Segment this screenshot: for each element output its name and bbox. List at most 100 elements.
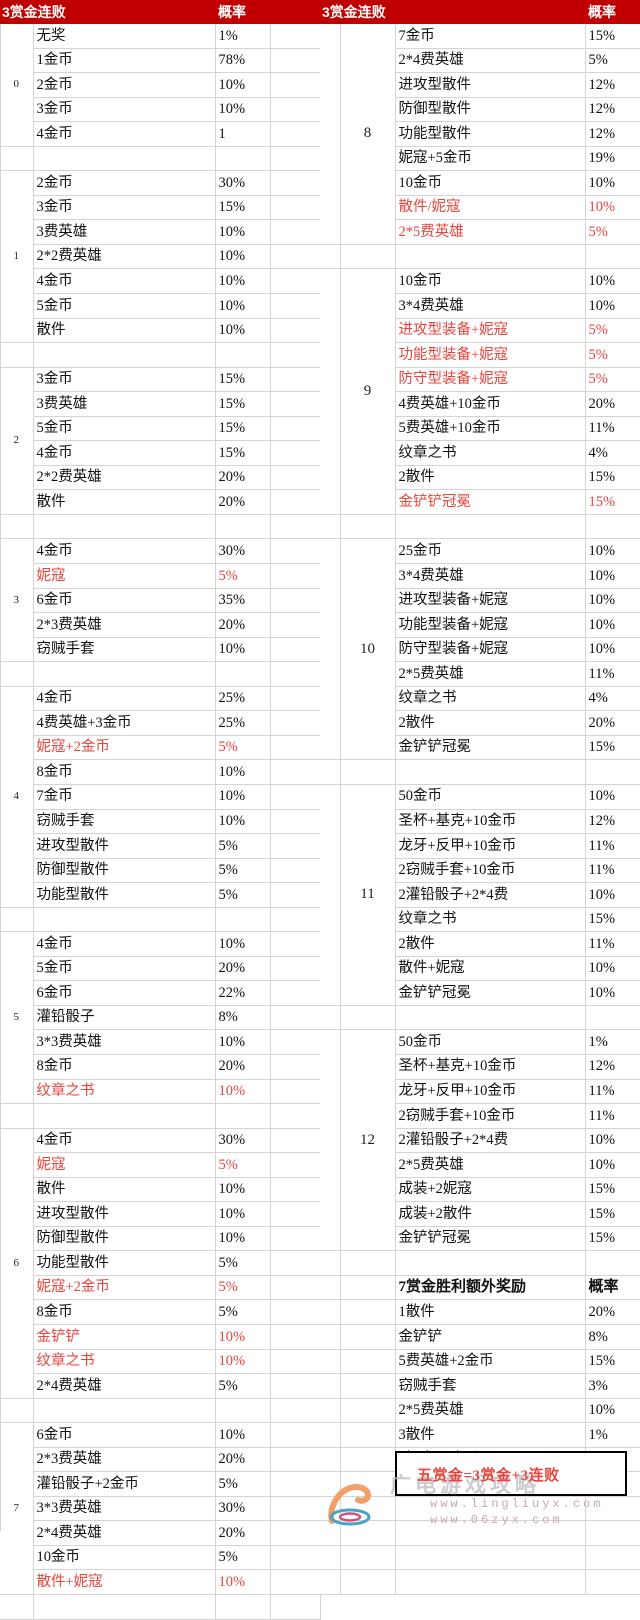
streak-index-8: 8 xyxy=(340,24,396,245)
reward-cell: 8金币 xyxy=(33,1299,216,1325)
row-right-gutter xyxy=(270,735,321,761)
row-left-gutter xyxy=(320,268,341,515)
probability-cell: 11% xyxy=(585,416,640,442)
spacer-cell xyxy=(270,514,321,540)
row-left-gutter2 xyxy=(340,1349,396,1375)
reward-cell: 散件 xyxy=(33,489,216,515)
reward-cell: 金铲铲冠冕 xyxy=(395,980,586,1006)
table-row: 0 无奖 1% xyxy=(0,24,321,147)
row-left-gutter xyxy=(320,24,341,245)
probability-cell: 12% xyxy=(585,809,640,835)
table-row: 2灌铅骰子+2*4费 10% xyxy=(320,1128,640,1154)
spacer-cell xyxy=(0,146,34,172)
probability-cell: 10% xyxy=(585,956,640,982)
spacer-cell xyxy=(270,661,321,687)
table-row: 纹章之书 4% xyxy=(320,440,640,466)
reward-cell: 6金币 xyxy=(33,588,216,614)
probability-cell: 10% xyxy=(585,293,640,319)
table-row: 4费英雄+3金币 25% xyxy=(0,710,321,736)
row-right-gutter xyxy=(270,367,321,393)
reward-cell: 2*3费英雄 xyxy=(33,1447,216,1473)
spacer-cell xyxy=(0,1103,34,1129)
table-row: 1 2金币 30% xyxy=(0,170,321,344)
reward-cell: 防御型散件 xyxy=(33,858,216,884)
reward-cell: 纹章之书 xyxy=(33,1349,216,1375)
table-row: 散件 10% xyxy=(0,318,321,344)
spacer-cell xyxy=(0,661,34,687)
reward-cell: 7金币 xyxy=(395,24,586,49)
row-right-gutter xyxy=(270,97,321,123)
reward-cell: 2散件 xyxy=(395,710,586,736)
probability-cell: 10% xyxy=(585,612,640,638)
table-row: 窃贼手套 10% xyxy=(0,809,321,835)
probability-cell: 10% xyxy=(215,1029,271,1055)
probability-cell: 10% xyxy=(215,1226,271,1252)
table-row: 金铲铲冠冕 10% xyxy=(320,980,640,1006)
table-row: 成装+2妮寇 15% xyxy=(320,1177,640,1203)
reward-cell: 2散件 xyxy=(395,465,586,491)
reward-cell: 2金币 xyxy=(33,72,216,98)
row-left-gutter xyxy=(320,1349,341,1375)
table-row: 8金币 10% xyxy=(0,759,321,785)
spacer-cell xyxy=(215,342,271,368)
reward-cell: 2*5费英雄 xyxy=(395,1398,586,1424)
reward-cell: 金铲铲冠冕 xyxy=(395,1226,586,1252)
reward-cell: 功能型装备+妮寇 xyxy=(395,612,586,638)
reward-cell: 妮寇 xyxy=(33,1152,216,1178)
table-row: 防守型装备+妮寇 5% xyxy=(320,367,640,393)
probability-cell: 10% xyxy=(585,170,640,196)
probability-cell: 10% xyxy=(215,1422,271,1448)
reward-cell: 功能型散件 xyxy=(33,1250,216,1276)
probability-cell: 5% xyxy=(215,1275,271,1301)
header-prob-label-right: 概率 xyxy=(585,0,640,24)
spacer-cell xyxy=(270,907,321,933)
table-row: 2*2费英雄 20% xyxy=(0,465,321,491)
table-row: 3金币 10% xyxy=(0,97,321,123)
spacer-cell xyxy=(215,1398,271,1424)
probability-cell: 10% xyxy=(215,1079,271,1105)
row-right-gutter xyxy=(270,489,321,515)
probability-cell: 15% xyxy=(585,1201,640,1227)
row-right-gutter xyxy=(270,1152,321,1178)
table-row: 4 4金币 25% xyxy=(0,686,321,908)
probability-cell: 25% xyxy=(215,686,271,712)
reward-cell: 50金币 xyxy=(395,784,586,810)
probability-cell: 10% xyxy=(585,784,640,810)
row-right-gutter xyxy=(270,931,321,957)
spacer-cell xyxy=(215,514,271,540)
row-right-gutter xyxy=(270,244,321,270)
table-row: 2*5费英雄 10% xyxy=(320,1398,640,1424)
reward-cell: 4金币 xyxy=(33,121,216,147)
table-row: 散件/妮寇 10% xyxy=(320,195,640,221)
row-right-gutter xyxy=(270,1349,321,1375)
spacer-cell xyxy=(270,1594,321,1620)
spacer-cell xyxy=(215,661,271,687)
right-header-row: 3赏金连败 概率 xyxy=(320,0,640,24)
probability-cell: 10% xyxy=(215,1177,271,1203)
reward-cell: 圣杯+基克+10金币 xyxy=(395,1054,586,1080)
probability-cell: 4% xyxy=(585,686,640,712)
probability-cell: 15% xyxy=(585,465,640,491)
table-row: 功能型散件 5% xyxy=(0,1250,321,1276)
reward-cell: 8金币 xyxy=(33,1054,216,1080)
probability-cell: 5% xyxy=(585,48,640,74)
group-spacer-row xyxy=(0,661,321,687)
spacer-cell xyxy=(320,1496,341,1522)
table-row: 窃贼手套 3% xyxy=(320,1373,640,1399)
reward-cell: 5金币 xyxy=(33,293,216,319)
spacer-cell xyxy=(0,907,34,933)
callout-box: 五赏金=3赏金+3连败 xyxy=(395,1451,627,1496)
reward-cell: 金铲铲 xyxy=(395,1324,586,1350)
probability-cell: 5% xyxy=(215,1373,271,1399)
row-right-gutter xyxy=(270,588,321,614)
row-left-gutter xyxy=(320,784,341,1006)
probability-cell: 20% xyxy=(215,1054,271,1080)
reward-cell: 散件 xyxy=(33,318,216,344)
reward-cell: 进攻型散件 xyxy=(33,833,216,859)
reward-cell: 4费英雄+3金币 xyxy=(33,710,216,736)
spacer-cell xyxy=(340,1005,396,1031)
probability-cell: 20% xyxy=(215,956,271,982)
probability-cell: 12% xyxy=(585,121,640,147)
reward-cell: 3*4费英雄 xyxy=(395,563,586,589)
group-spacer-row xyxy=(0,1103,321,1129)
